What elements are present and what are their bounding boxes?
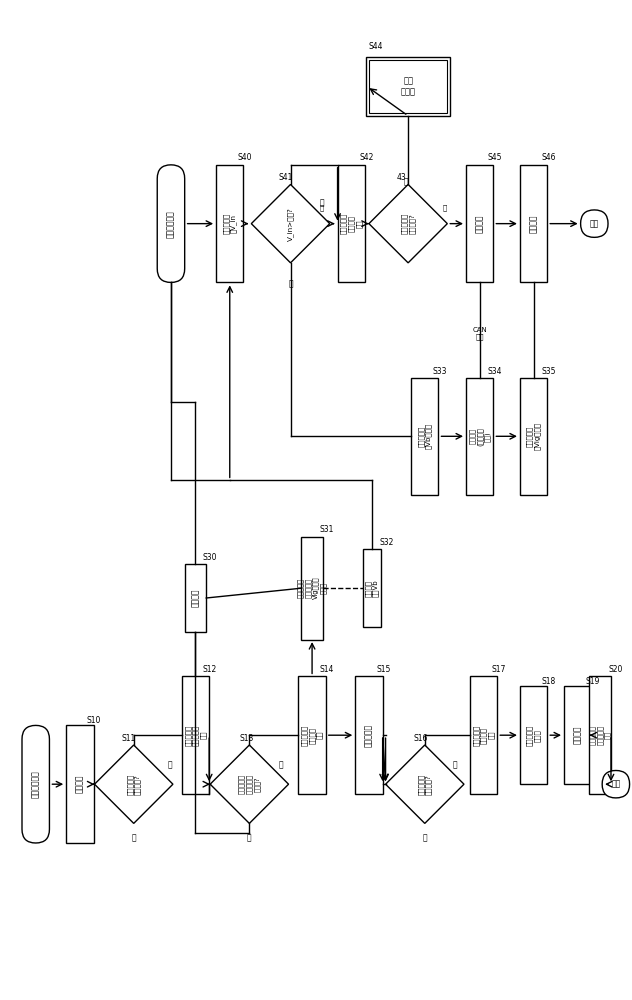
Text: 控制电源用
继电器接通
指令: 控制电源用 继电器接通 指令 bbox=[185, 725, 207, 746]
Text: S16: S16 bbox=[413, 734, 427, 743]
FancyBboxPatch shape bbox=[185, 564, 206, 632]
Text: 驱动
电动机: 驱动 电动机 bbox=[401, 77, 416, 96]
Text: 是: 是 bbox=[453, 760, 458, 769]
Text: 是: 是 bbox=[167, 760, 173, 769]
Text: 检测充电电
压V_in: 检测充电电 压V_in bbox=[222, 213, 237, 234]
Text: 动作停止: 动作停止 bbox=[475, 214, 484, 233]
Text: 是: 是 bbox=[403, 177, 408, 186]
FancyBboxPatch shape bbox=[157, 165, 185, 282]
FancyBboxPatch shape bbox=[22, 725, 49, 843]
Text: 供给电源
电压Vb: 供给电源 电压Vb bbox=[365, 579, 379, 597]
Text: S44: S44 bbox=[369, 42, 384, 51]
FancyBboxPatch shape bbox=[520, 165, 547, 282]
FancyBboxPatch shape bbox=[466, 377, 494, 495]
FancyBboxPatch shape bbox=[182, 676, 209, 794]
Polygon shape bbox=[95, 745, 173, 823]
Polygon shape bbox=[369, 184, 447, 263]
Text: S15: S15 bbox=[377, 665, 391, 674]
FancyBboxPatch shape bbox=[298, 676, 326, 794]
FancyBboxPatch shape bbox=[520, 377, 547, 495]
Text: S41: S41 bbox=[279, 172, 293, 182]
Text: S42: S42 bbox=[359, 153, 374, 162]
Text: 主电源用继
电器接通
指令: 主电源用继 电器接通 指令 bbox=[301, 725, 323, 746]
Text: S17: S17 bbox=[492, 665, 506, 674]
Text: 否: 否 bbox=[442, 204, 446, 211]
Text: 存在电动机
驱动指令?: 存在电动机 驱动指令? bbox=[401, 213, 415, 234]
Text: 否: 否 bbox=[288, 279, 293, 288]
FancyBboxPatch shape bbox=[66, 725, 94, 843]
Polygon shape bbox=[252, 184, 330, 263]
Text: S13: S13 bbox=[240, 734, 254, 743]
Text: 结束: 结束 bbox=[611, 780, 621, 789]
Text: 停止模式转
移指令: 停止模式转 移指令 bbox=[526, 725, 540, 746]
Text: S31: S31 bbox=[320, 525, 334, 534]
Text: S35: S35 bbox=[542, 367, 556, 376]
Text: 动作停止
(能够相互
通信): 动作停止 (能够相互 通信) bbox=[469, 427, 490, 446]
Text: S45: S45 bbox=[487, 153, 502, 162]
Text: 点火开关为
接通状态?: 点火开关为 接通状态? bbox=[126, 774, 141, 795]
Text: S18: S18 bbox=[542, 677, 556, 686]
Text: 停止电源电
压Vig的供给: 停止电源电 压Vig的供给 bbox=[526, 422, 540, 450]
Text: S10: S10 bbox=[87, 716, 101, 725]
Text: S30: S30 bbox=[202, 553, 217, 562]
FancyBboxPatch shape bbox=[590, 676, 611, 794]
Text: S32: S32 bbox=[380, 538, 394, 547]
Text: S14: S14 bbox=[320, 665, 334, 674]
Polygon shape bbox=[386, 745, 464, 823]
Text: 否: 否 bbox=[422, 833, 427, 842]
FancyBboxPatch shape bbox=[466, 165, 494, 282]
FancyBboxPatch shape bbox=[581, 210, 608, 237]
Text: 微机停止: 微机停止 bbox=[529, 214, 538, 233]
FancyBboxPatch shape bbox=[411, 377, 439, 495]
FancyBboxPatch shape bbox=[370, 60, 447, 113]
Text: 经由电阻利
用电源电压
Vig对电容
器充电: 经由电阻利 用电源电压 Vig对电容 器充电 bbox=[298, 577, 327, 599]
FancyBboxPatch shape bbox=[520, 686, 547, 784]
FancyBboxPatch shape bbox=[337, 165, 365, 282]
Text: 车辆系统处理: 车辆系统处理 bbox=[31, 770, 40, 798]
FancyBboxPatch shape bbox=[216, 165, 243, 282]
Text: 结束: 结束 bbox=[590, 219, 599, 228]
Text: 工作中模式: 工作中模式 bbox=[365, 724, 374, 747]
Text: 供电控制处理: 供电控制处理 bbox=[166, 210, 176, 238]
FancyBboxPatch shape bbox=[363, 549, 380, 627]
FancyBboxPatch shape bbox=[367, 57, 450, 116]
Text: 主电源用继
电器断开
指令: 主电源用继 电器断开 指令 bbox=[473, 725, 494, 746]
Text: S33: S33 bbox=[433, 367, 447, 376]
Text: 是: 是 bbox=[279, 760, 283, 769]
Text: S12: S12 bbox=[202, 665, 217, 674]
Text: S19: S19 bbox=[585, 677, 600, 686]
FancyBboxPatch shape bbox=[355, 676, 382, 794]
Text: 停止电源电
压Vb的供给: 停止电源电 压Vb的供给 bbox=[418, 423, 432, 449]
Text: 微机接通: 微机接通 bbox=[191, 589, 200, 607]
Text: 停止模式: 停止模式 bbox=[573, 726, 582, 744]
FancyBboxPatch shape bbox=[602, 770, 629, 798]
FancyBboxPatch shape bbox=[301, 537, 323, 640]
Text: 控制电源用
继电器断开
指令: 控制电源用 继电器断开 指令 bbox=[589, 725, 611, 745]
Text: V_in>阈值?: V_in>阈值? bbox=[287, 207, 294, 241]
Text: 43: 43 bbox=[396, 172, 406, 182]
Text: S11: S11 bbox=[122, 734, 137, 743]
Text: S40: S40 bbox=[238, 153, 252, 162]
Text: 否: 否 bbox=[247, 833, 252, 842]
FancyBboxPatch shape bbox=[564, 686, 592, 784]
Text: 是: 是 bbox=[320, 204, 324, 211]
FancyBboxPatch shape bbox=[470, 676, 497, 794]
Text: S34: S34 bbox=[487, 367, 502, 376]
Text: 否: 否 bbox=[131, 833, 136, 842]
Text: S46: S46 bbox=[542, 153, 556, 162]
Polygon shape bbox=[210, 745, 289, 823]
Text: 主电源用继
电器接通条
件成立?: 主电源用继 电器接通条 件成立? bbox=[238, 774, 260, 794]
Text: S20: S20 bbox=[608, 665, 623, 674]
Text: 是: 是 bbox=[320, 199, 324, 208]
Text: CAN
通信: CAN 通信 bbox=[472, 327, 487, 340]
Text: 停止模式: 停止模式 bbox=[75, 775, 84, 793]
Text: 主电源用继
电器接通
指令: 主电源用继 电器接通 指令 bbox=[341, 213, 362, 234]
Text: 点火开关为
断开状态?: 点火开关为 断开状态? bbox=[418, 774, 432, 795]
